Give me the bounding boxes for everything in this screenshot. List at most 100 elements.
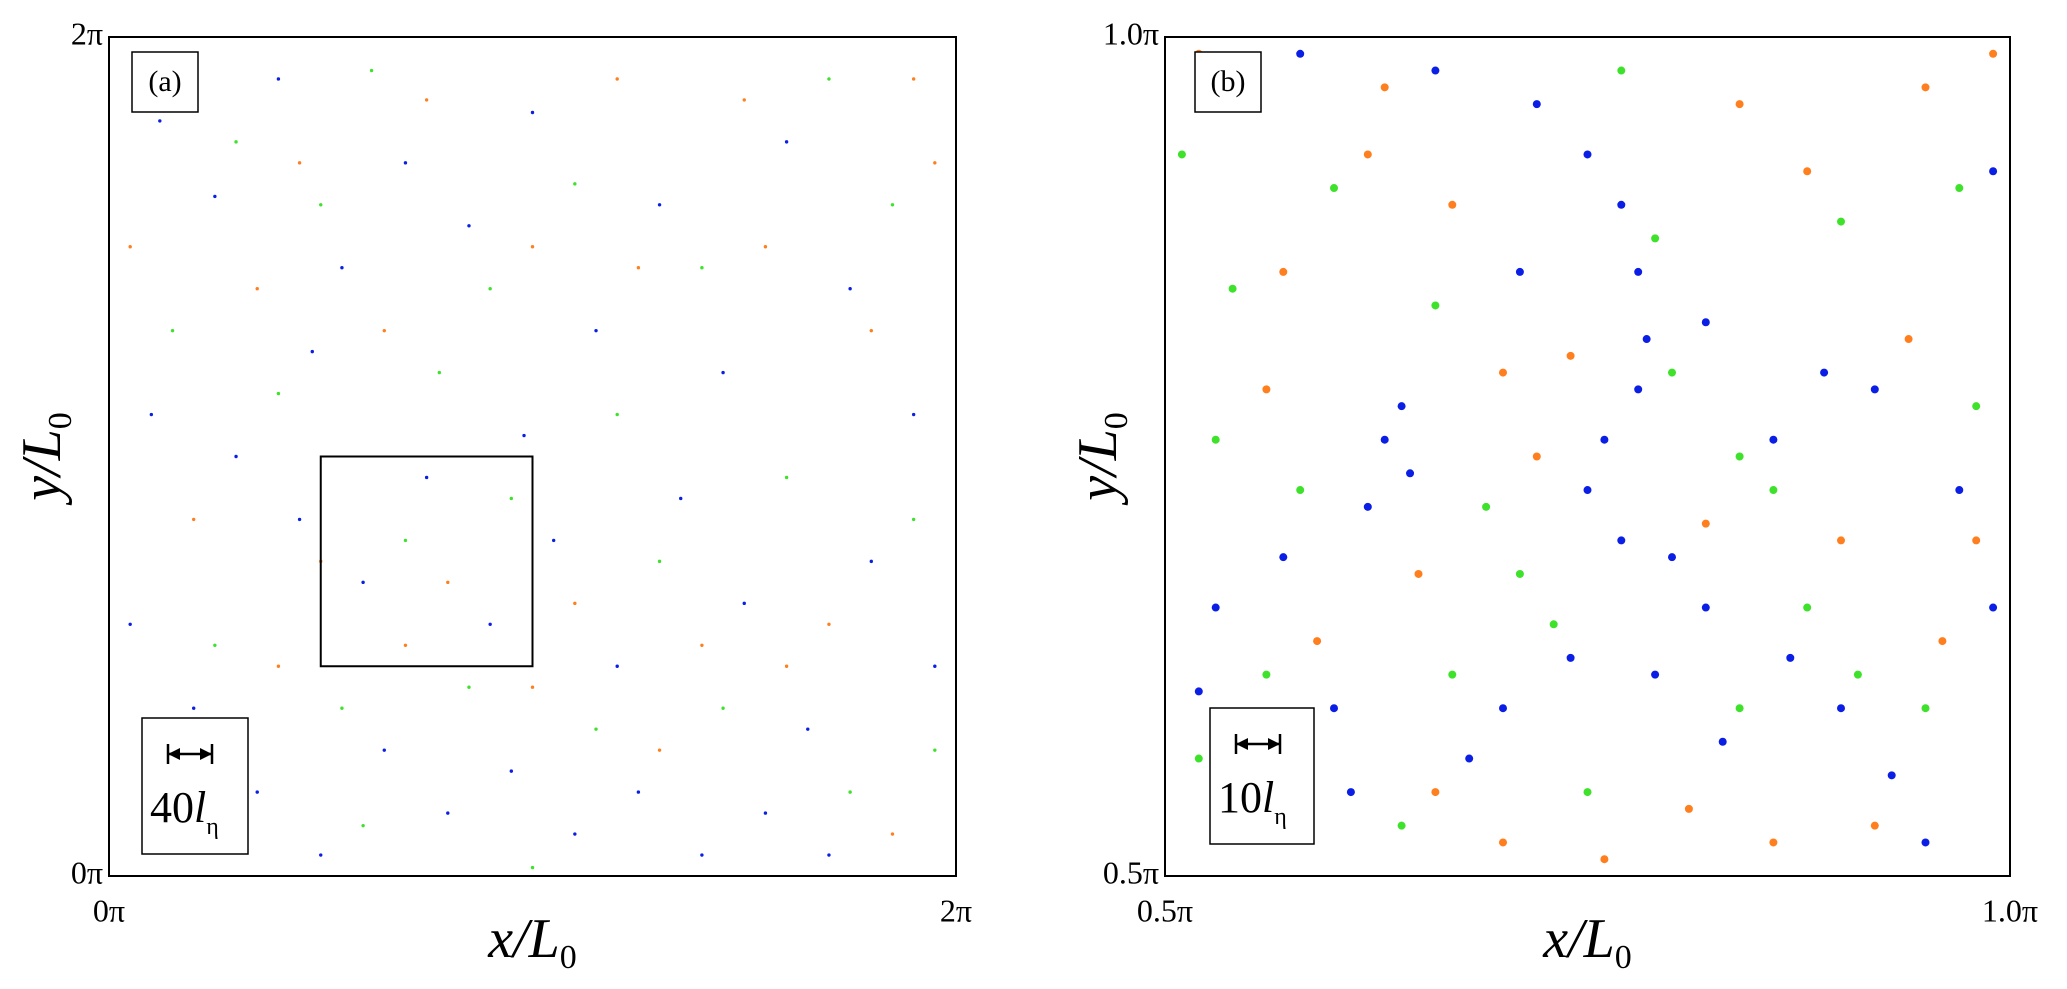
particle (149, 412, 154, 417)
particle (213, 194, 217, 199)
particle (361, 580, 365, 585)
particle (1853, 670, 1862, 679)
particle (763, 245, 768, 249)
particle (657, 748, 662, 752)
particle (369, 68, 374, 73)
particle (170, 328, 175, 333)
particle (806, 727, 810, 731)
particle (361, 823, 365, 828)
scale-bar-label: 10lη (1218, 773, 1287, 829)
particle (297, 517, 302, 522)
panel: 0.5π 1.0π0.5π1.0πx/L0y/L0(b)10lη (1067, 15, 2038, 975)
particle (551, 538, 556, 543)
particle (1668, 553, 1676, 562)
particle (1803, 603, 1812, 612)
particle (1870, 385, 1879, 394)
particle (424, 98, 429, 102)
particle (1668, 368, 1676, 377)
particle (1769, 486, 1778, 495)
x-tick-label: 0π (93, 892, 125, 928)
particle (340, 266, 344, 270)
particle (1837, 536, 1845, 545)
particle (1431, 788, 1440, 797)
particle (594, 727, 598, 731)
particle (1482, 502, 1491, 511)
particle (869, 559, 873, 564)
particle (1837, 704, 1845, 713)
particle (1617, 536, 1626, 545)
particle (1735, 704, 1744, 713)
particle (403, 538, 408, 543)
particle (827, 77, 831, 81)
particle (1499, 704, 1507, 713)
particle (1448, 670, 1457, 679)
particle (1406, 469, 1415, 478)
particle (192, 706, 196, 710)
particle (1228, 284, 1237, 293)
particle (1448, 200, 1457, 209)
scale-bar-arrow (1236, 738, 1280, 750)
panel-label-box (1194, 51, 1262, 113)
particle (869, 328, 873, 333)
particle (700, 643, 704, 647)
scale-bar-box (141, 717, 249, 855)
particle (1414, 569, 1423, 578)
x-axis-label-main: x/L (487, 908, 560, 970)
plot-frame (108, 36, 957, 877)
particle (933, 161, 937, 165)
particle (1769, 838, 1778, 847)
particle (192, 517, 196, 522)
particle (1921, 83, 1930, 92)
scale-bar-label: 40lη (150, 783, 219, 839)
particle (679, 496, 683, 501)
points (1177, 49, 1998, 864)
particle (573, 601, 577, 606)
particle (128, 622, 132, 626)
inset-box (319, 455, 534, 668)
panel-label-box (131, 51, 199, 113)
particle (530, 685, 535, 689)
particle (1194, 754, 1203, 763)
particle (1431, 66, 1440, 75)
scale-bar-number: 40 (150, 783, 194, 832)
particle (1634, 267, 1643, 276)
x-tick-label: 2π (940, 892, 972, 928)
particle (615, 412, 619, 417)
x-axis-label-main: x/L (1542, 908, 1615, 970)
particle (255, 790, 259, 794)
particle (933, 664, 937, 668)
particle (784, 140, 789, 144)
particle (1870, 821, 1879, 830)
particle (1431, 301, 1440, 310)
particle (1566, 351, 1575, 360)
particle (1194, 687, 1203, 696)
particle (1313, 637, 1322, 646)
particle (1363, 150, 1372, 159)
particle (1921, 704, 1930, 713)
particle (1330, 704, 1338, 713)
particle (1549, 620, 1558, 629)
particle (1397, 821, 1406, 830)
particle (382, 748, 386, 752)
particle (911, 517, 916, 522)
x-axis-label: x/L0 (1542, 908, 1632, 976)
particle (213, 643, 217, 647)
particle (1262, 670, 1271, 679)
particle (446, 811, 450, 815)
particle (509, 769, 514, 773)
particle (310, 349, 314, 354)
particle (1380, 435, 1389, 444)
particle (1600, 435, 1609, 444)
particle (1397, 402, 1406, 411)
particle (911, 412, 916, 417)
particle (1617, 200, 1626, 209)
particle (1515, 267, 1524, 276)
particle (1583, 486, 1592, 495)
particle (1735, 452, 1744, 461)
particle (615, 664, 619, 668)
particle (1837, 217, 1845, 226)
particle (276, 77, 281, 81)
y-axis-label-main: y/L (11, 429, 73, 506)
particle (933, 748, 937, 752)
particle (530, 245, 535, 249)
